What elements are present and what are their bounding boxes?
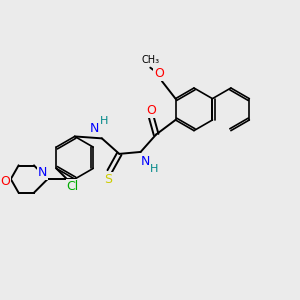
Text: CH₃: CH₃ — [141, 55, 159, 65]
Text: O: O — [146, 104, 156, 117]
Text: O: O — [0, 175, 10, 188]
Text: O: O — [154, 67, 164, 80]
Text: S: S — [104, 172, 112, 186]
Text: H: H — [100, 116, 108, 126]
Text: N: N — [141, 155, 150, 168]
Text: H: H — [150, 164, 158, 174]
Text: Cl: Cl — [67, 180, 79, 193]
Text: N: N — [38, 166, 47, 179]
Text: N: N — [89, 122, 99, 135]
